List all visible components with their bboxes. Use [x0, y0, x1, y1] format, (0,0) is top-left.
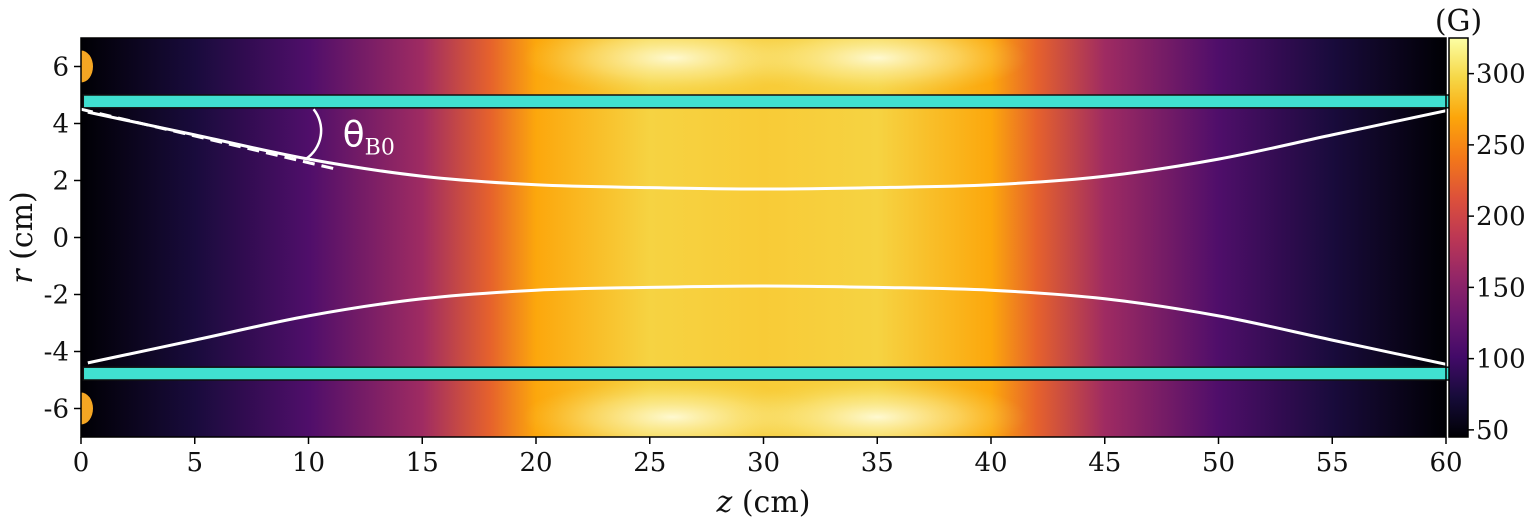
x-tick-label: 40 [974, 448, 1007, 478]
colorbar-tick-label: 200 [1476, 202, 1526, 232]
field-maximum [727, 379, 1028, 437]
angle-arc [304, 108, 323, 161]
x-tick-label: 10 [292, 448, 325, 478]
colorbar-tick-label: 50 [1476, 416, 1509, 446]
wall [82, 366, 1459, 381]
x-tick-label: 60 [1429, 448, 1462, 478]
y-tick-label: 6 [52, 53, 69, 83]
colorbar-tick-label: 250 [1476, 131, 1526, 161]
x-axis-label: z (cm) [715, 485, 810, 520]
walls [82, 94, 1459, 381]
x-tick-label: 0 [73, 448, 90, 478]
coil [81, 392, 93, 425]
field-maxima [522, 38, 1028, 437]
x-tick-label: 5 [186, 448, 203, 478]
x-tick-label: 30 [747, 448, 780, 478]
coil [81, 50, 93, 83]
field-lines [81, 107, 1446, 366]
field-line [87, 284, 1446, 366]
colorbar: 300 250 200 150 100 50 (G) [1435, 4, 1526, 446]
coils [81, 50, 93, 425]
x-tick-label: 20 [519, 448, 552, 478]
x-axis: 0 5 10 15 20 25 30 35 40 45 50 55 60 [73, 437, 1463, 478]
x-tick-label: 25 [633, 448, 666, 478]
x-tick-label: 55 [1316, 448, 1349, 478]
x-tick-label: 50 [1202, 448, 1235, 478]
y-tick-label: -6 [44, 395, 69, 425]
colorbar-gradient [1448, 37, 1469, 438]
x-tick-label: 45 [1088, 448, 1121, 478]
plot-area: θB0 [80, 37, 1459, 438]
x-tick-label: 35 [861, 448, 894, 478]
colorbar-tick-label: 100 [1476, 345, 1526, 375]
y-axis: 6 4 2 0 -2 -4 -6 [44, 53, 81, 425]
y-tick-label: 2 [52, 167, 69, 197]
y-tick-label: -4 [44, 338, 69, 368]
y-tick-label: 4 [52, 110, 69, 140]
theta-b0-label: θB0 [343, 114, 395, 160]
tangent-line [81, 107, 337, 171]
x-tick-label: 15 [406, 448, 439, 478]
annotations: θB0 [304, 108, 395, 161]
colorbar-tick-label: 300 [1476, 60, 1526, 90]
field-line [87, 109, 1446, 191]
wall [82, 94, 1459, 109]
colorbar-tick-label: 150 [1476, 273, 1526, 303]
y-tick-label: -2 [44, 281, 69, 311]
y-tick-label: 0 [52, 224, 69, 254]
colorbar-ticks: 300 250 200 150 100 50 [1468, 60, 1526, 446]
y-axis-label: r (cm) [5, 191, 40, 284]
colorbar-label: (G) [1435, 4, 1482, 39]
field-maximum [727, 38, 1028, 96]
